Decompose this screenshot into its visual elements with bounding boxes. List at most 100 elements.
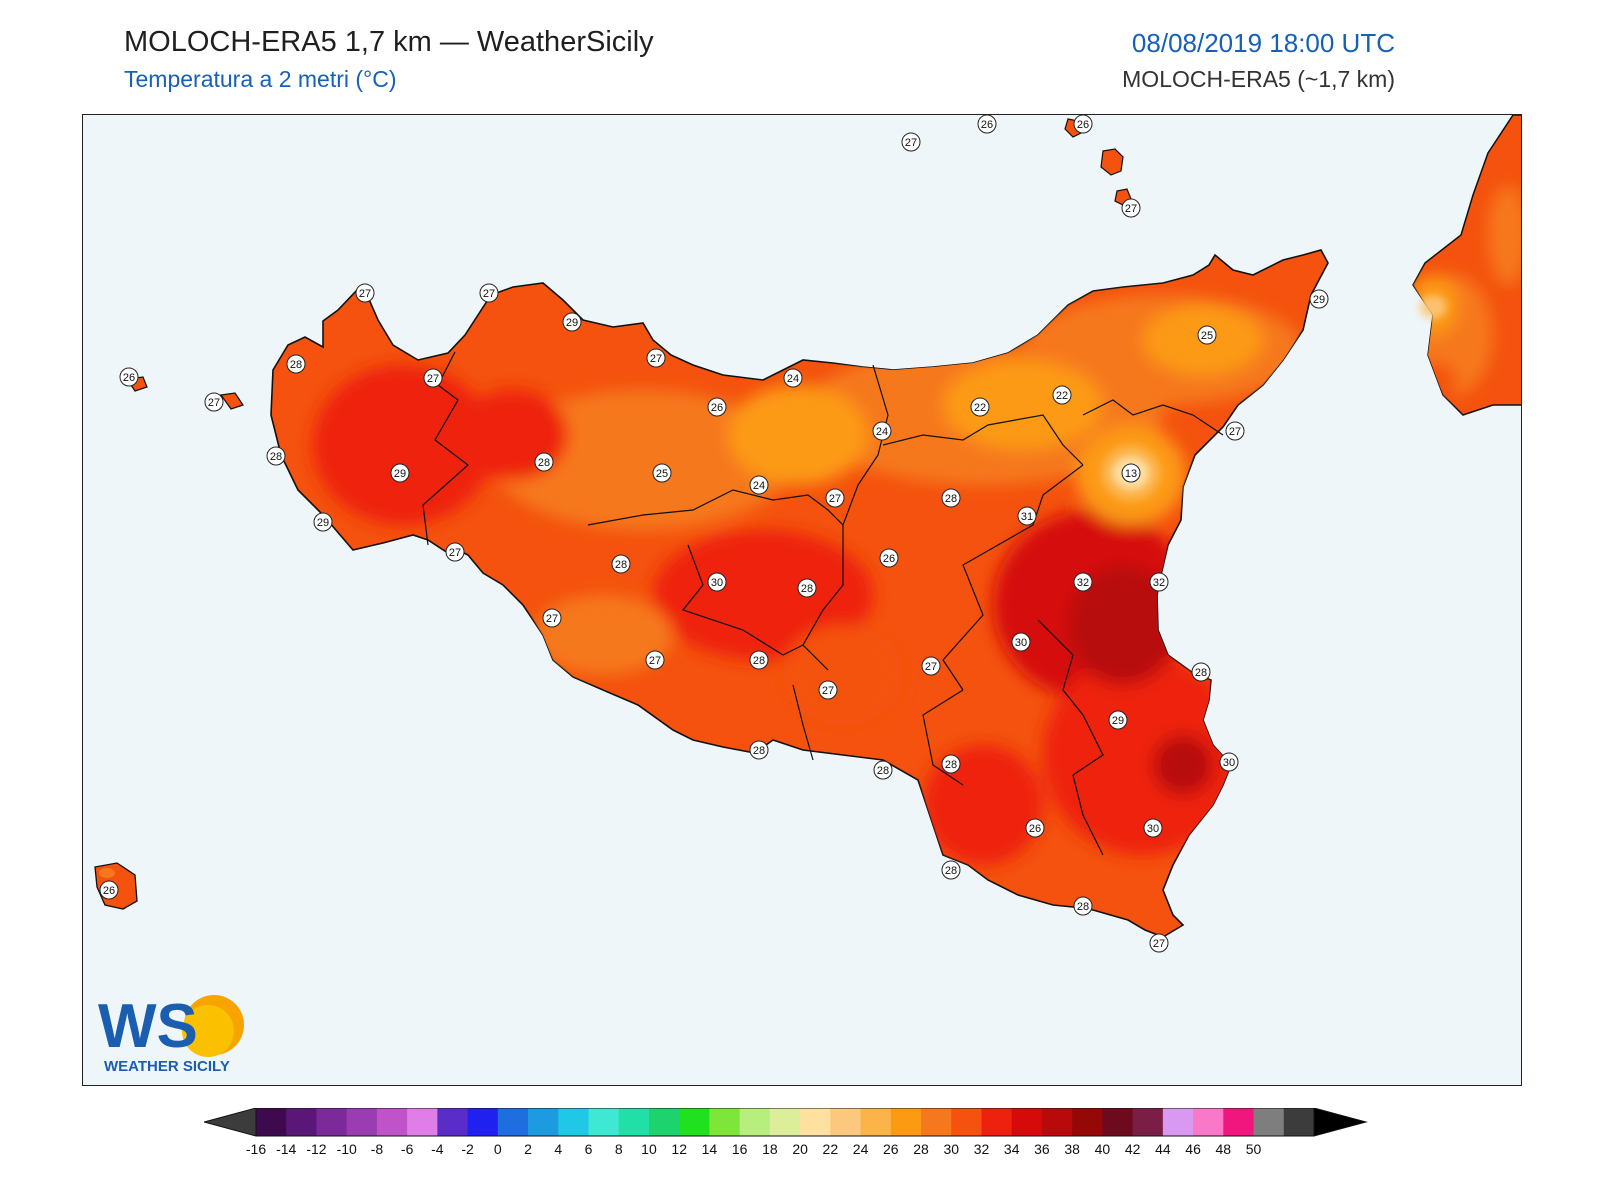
- station-label: 24: [783, 368, 803, 388]
- colorbar-tick-label: 46: [1185, 1141, 1201, 1157]
- station-marker: [749, 650, 769, 670]
- station-value: 28: [1195, 667, 1207, 679]
- colorbar-swatch: [1162, 1108, 1194, 1136]
- station-value: 28: [615, 559, 627, 571]
- station-marker: [941, 488, 961, 508]
- map-canvas: 27 26 26 27 27 27 29 27 29 28 27 26 27 24 26 22 22 25 24 27…: [94, 115, 1521, 953]
- station-marker: [1309, 289, 1329, 309]
- station-marker: [977, 115, 997, 134]
- station-label: 30: [1143, 818, 1163, 838]
- station-marker: [1073, 896, 1093, 916]
- temperature-map[interactable]: 27 26 26 27 27 27 29 27 29 28 27 26 27 24 26 22 22 25 24 27…: [82, 114, 1522, 1086]
- station-value: 29: [1112, 715, 1124, 727]
- station-labels: 27 26 26 27 27 27 29 27 29 28 27 26 27 24 26 22 22 25 24 27…: [99, 115, 1329, 953]
- station-marker: [611, 554, 631, 574]
- colorbar-swatch: [1102, 1108, 1134, 1136]
- station-marker: [1011, 632, 1031, 652]
- station-value: 27: [905, 137, 917, 149]
- station-label: 27: [1149, 933, 1169, 953]
- colorbar-tick-label: 38: [1064, 1141, 1080, 1157]
- station-marker: [1121, 198, 1141, 218]
- station-value: 26: [883, 553, 895, 565]
- station-marker: [1108, 710, 1128, 730]
- colorbar-tick-label: 42: [1125, 1141, 1141, 1157]
- station-value: 32: [1153, 577, 1165, 589]
- colorbar-tick-label: 26: [883, 1141, 899, 1157]
- colorbar-swatch: [1072, 1108, 1103, 1136]
- station-label: 29: [390, 463, 410, 483]
- colorbar-tick-label: 22: [823, 1141, 839, 1157]
- station-value: 28: [945, 865, 957, 877]
- station-label: 31: [1017, 506, 1037, 526]
- station-marker: [652, 463, 672, 483]
- colorbar-swatch: [256, 1108, 287, 1136]
- colorbar-swatch: [951, 1108, 982, 1136]
- station-marker: [797, 578, 817, 598]
- station-value: 27: [1125, 203, 1137, 215]
- station-marker: [879, 548, 899, 568]
- station-marker: [1143, 818, 1163, 838]
- station-marker: [562, 312, 582, 332]
- colorbar-swatch: [921, 1108, 952, 1136]
- colorbar-tick-label: 44: [1155, 1141, 1171, 1157]
- station-value: 29: [566, 317, 578, 329]
- station-value: 27: [427, 373, 439, 385]
- station-label: 25: [1197, 325, 1217, 345]
- station-label: 25: [652, 463, 672, 483]
- colorbar-swatch: [1132, 1108, 1164, 1136]
- station-label: 27: [646, 348, 666, 368]
- station-value: 27: [822, 685, 834, 697]
- logo-letters: WS: [98, 992, 198, 1061]
- station-value: 22: [1056, 390, 1068, 402]
- colorbar-tick-label: 0: [494, 1141, 502, 1157]
- map-subtitle: Temperatura a 2 metri (°C): [124, 66, 397, 92]
- station-marker: [825, 488, 845, 508]
- station-value: 32: [1077, 577, 1089, 589]
- colorbar-tick-label: 50: [1246, 1141, 1262, 1157]
- station-marker: [1052, 385, 1072, 405]
- station-value: 28: [945, 493, 957, 505]
- station-label: 30: [1011, 632, 1031, 652]
- station-value: 29: [317, 517, 329, 529]
- station-marker: [445, 542, 465, 562]
- station-value: 27: [1153, 938, 1165, 950]
- station-value: 24: [753, 480, 765, 492]
- station-value: 28: [753, 745, 765, 757]
- station-label: 27: [445, 542, 465, 562]
- station-label: 24: [749, 475, 769, 495]
- colorbar-tick-label: 2: [524, 1141, 532, 1157]
- colorbar-swatch: [830, 1108, 862, 1136]
- station-value: 28: [538, 457, 550, 469]
- station-marker: [1149, 572, 1169, 592]
- station-marker: [534, 452, 554, 472]
- colorbar-swatch: [618, 1108, 650, 1136]
- station-label: 26: [99, 880, 119, 900]
- station-value: 31: [1021, 511, 1033, 523]
- colorbar-tick-label: -4: [431, 1141, 444, 1157]
- station-marker: [423, 368, 443, 388]
- station-label: 22: [1052, 385, 1072, 405]
- colorbar-tick-label: -6: [401, 1141, 414, 1157]
- station-label: 32: [1073, 572, 1093, 592]
- station-value: 27: [925, 661, 937, 673]
- station-marker: [1025, 818, 1045, 838]
- colorbar-tick-label: 30: [943, 1141, 959, 1157]
- colorbar-tick-label: 12: [671, 1141, 687, 1157]
- station-label: 27: [921, 656, 941, 676]
- station-label: 28: [749, 740, 769, 760]
- station-label: 28: [1191, 662, 1211, 682]
- colorbar-tick-label: 14: [702, 1141, 718, 1157]
- station-label: 26: [707, 397, 727, 417]
- colorbar-tick-label: -8: [371, 1141, 384, 1157]
- station-marker: [1121, 463, 1141, 483]
- station-marker: [749, 740, 769, 760]
- colorbar-swatch: [1011, 1108, 1043, 1136]
- station-label: 29: [562, 312, 582, 332]
- station-marker: [1219, 752, 1239, 772]
- station-value: 27: [829, 493, 841, 505]
- station-label: 27: [901, 132, 921, 152]
- station-marker: [970, 397, 990, 417]
- station-value: 26: [123, 372, 135, 384]
- station-value: 29: [394, 468, 406, 480]
- station-value: 24: [787, 373, 799, 385]
